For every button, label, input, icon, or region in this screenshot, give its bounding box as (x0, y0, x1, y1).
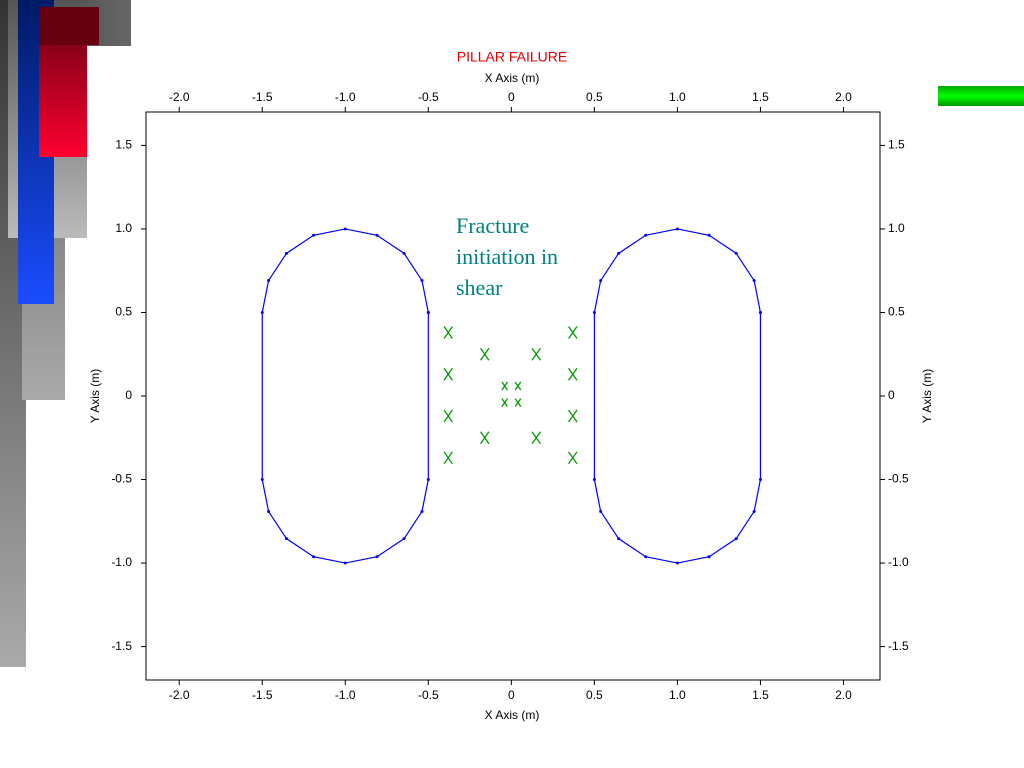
y-tick-label: -1.0 (111, 555, 132, 569)
point (514, 381, 522, 391)
outline-point (312, 555, 316, 559)
outline-point (617, 537, 621, 541)
x-tick-label: 2.0 (835, 90, 852, 104)
x-tick-label: 0.5 (586, 688, 603, 702)
outline-point (644, 555, 648, 559)
x-tick-label: 0.5 (586, 90, 603, 104)
plot-frame (145, 111, 881, 681)
y-tick-label: -0.5 (888, 472, 909, 486)
y-tick-label: -0.5 (111, 472, 132, 486)
y-tick-label: -1.0 (888, 555, 909, 569)
outline-point (617, 251, 621, 255)
outline-point (644, 233, 648, 237)
outline-point (375, 233, 379, 237)
y-tick-label: 0.5 (888, 305, 905, 319)
x-tick-label: -2.0 (169, 688, 190, 702)
outline-point (752, 279, 756, 283)
outline-point (375, 555, 379, 559)
point (531, 347, 541, 361)
outline-point (312, 233, 316, 237)
y-tick-label: 0.5 (115, 305, 132, 319)
x-tick-label: -1.5 (252, 688, 273, 702)
y-tick-label: 0 (888, 388, 895, 402)
point (501, 381, 509, 391)
outline-point (758, 310, 762, 314)
outline-point (758, 478, 762, 482)
outline-point (592, 478, 596, 482)
outline-point (752, 509, 756, 513)
outline-point (343, 227, 347, 231)
outline-point (675, 227, 679, 231)
deco-red (39, 7, 99, 45)
outline-point (734, 251, 738, 255)
x-tick-label: -0.5 (418, 688, 439, 702)
point (443, 451, 453, 465)
outline-point (402, 251, 406, 255)
outline-point (402, 537, 406, 541)
x-axis-label: X Axis (m) (485, 708, 540, 722)
outline-point (426, 478, 430, 482)
outline-point (260, 310, 264, 314)
x-tick-label: 1.0 (669, 688, 686, 702)
x-tick-label: -1.0 (335, 688, 356, 702)
outline-point (420, 279, 424, 283)
x-tick-label: -2.0 (169, 90, 190, 104)
outline-point (284, 251, 288, 255)
point (443, 326, 453, 339)
y-tick-label: 1.5 (888, 138, 905, 152)
deco-green (938, 86, 1024, 106)
x-tick-label: 2.0 (835, 688, 852, 702)
x-tick-label: -1.0 (335, 90, 356, 104)
point (443, 367, 453, 381)
y-tick-label: -1.5 (888, 639, 909, 653)
outline-point (599, 279, 603, 283)
x-tick-label: 1.5 (752, 688, 769, 702)
outline-point (267, 509, 271, 513)
point (480, 431, 490, 445)
point (568, 409, 578, 423)
outline-point (426, 310, 430, 314)
y-tick-label: -1.5 (111, 639, 132, 653)
x-tick-label: -0.5 (418, 90, 439, 104)
x-tick-label: -1.5 (252, 90, 273, 104)
outline-point (284, 537, 288, 541)
annotation: Fracture initiation in shear (456, 213, 559, 300)
point (514, 398, 522, 408)
outline-point (707, 233, 711, 237)
x-tick-label: 1.5 (752, 90, 769, 104)
y-axis-label: Y Axis (m) (920, 369, 934, 423)
point (531, 431, 541, 445)
point (443, 409, 453, 423)
point (568, 367, 578, 381)
point (501, 398, 509, 408)
point (480, 347, 490, 361)
outline-point (675, 561, 679, 565)
y-tick-label: 1.0 (115, 221, 132, 235)
y-tick-label: 0 (125, 388, 132, 402)
outline-point (707, 555, 711, 559)
outline-point (267, 279, 271, 283)
x-tick-label: 0 (508, 90, 515, 104)
x-tick-label: 1.0 (669, 90, 686, 104)
point (568, 451, 578, 465)
chart-title: PILLAR FAILURE (457, 49, 568, 65)
y-tick-label: 1.0 (888, 221, 905, 235)
y-axis-label: Y Axis (m) (88, 369, 102, 423)
outline-point (260, 478, 264, 482)
outline-point (734, 537, 738, 541)
outline-point (420, 509, 424, 513)
x-tick-label: 0 (508, 688, 515, 702)
point (568, 326, 578, 339)
y-tick-label: 1.5 (115, 138, 132, 152)
x-axis-label: X Axis (m) (485, 71, 540, 85)
outline-point (599, 509, 603, 513)
outline-point (592, 310, 596, 314)
outline-point (343, 561, 347, 565)
